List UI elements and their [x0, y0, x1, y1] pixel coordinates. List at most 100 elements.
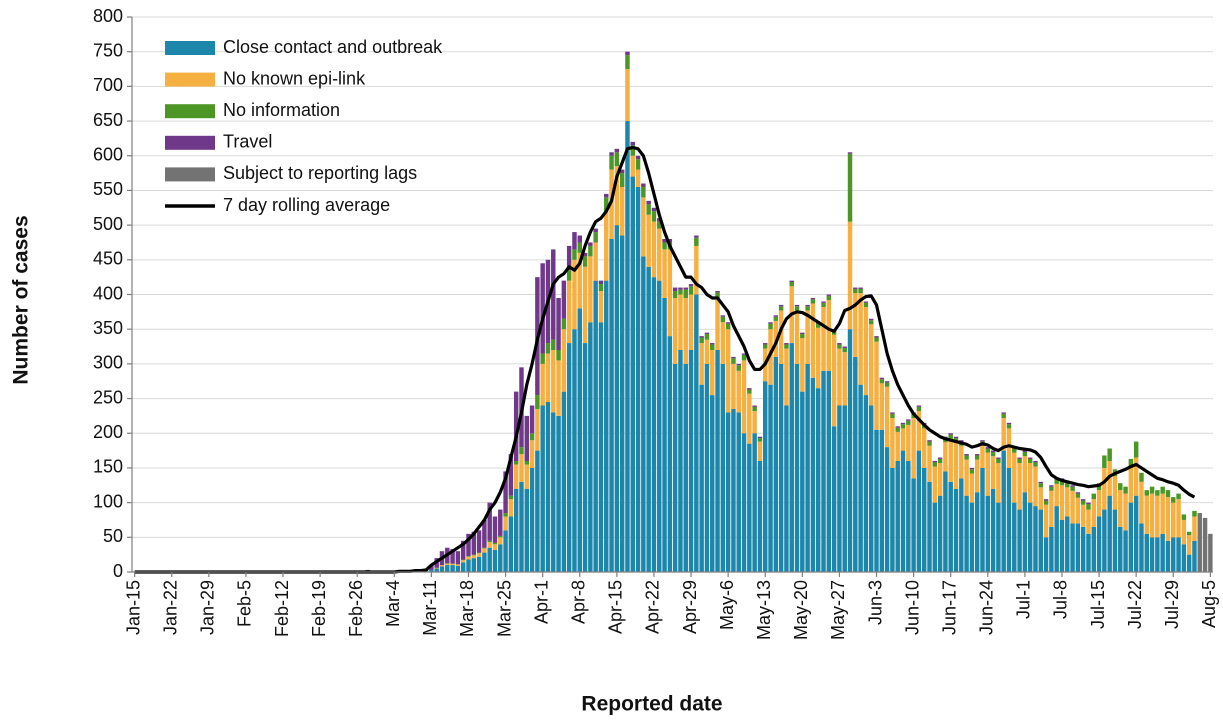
bar-segment [778, 310, 784, 364]
bar-segment [625, 55, 630, 70]
bar-segment [593, 280, 598, 572]
bar-segment [529, 440, 535, 468]
y-tick-label: 550 [93, 179, 123, 199]
bar-segment [847, 221, 853, 330]
bar-segment [763, 381, 768, 572]
bar-segment [1192, 540, 1197, 572]
bar-segment [937, 458, 943, 464]
bar-segment [699, 336, 704, 338]
bar-segment [1001, 417, 1006, 451]
bar-segment [1186, 535, 1192, 555]
bar-segment [916, 406, 922, 412]
bar-segment [535, 450, 540, 572]
bar-segment [513, 488, 519, 572]
bar-segment [784, 405, 789, 572]
bar-segment [725, 412, 731, 572]
bar-segment [747, 389, 752, 394]
bar-segment [556, 297, 561, 350]
bar-segment [482, 519, 487, 548]
bar-segment [821, 306, 826, 371]
bar-segment [1006, 422, 1012, 425]
bar-segment [1096, 516, 1102, 572]
bar-segment [476, 556, 482, 572]
bar-segment [831, 426, 837, 572]
bar-segment [704, 334, 710, 340]
legend-swatch [165, 72, 215, 87]
bar-segment [837, 348, 842, 406]
bar-segment [937, 463, 943, 496]
bar-segment [858, 384, 863, 572]
bar-segment [540, 263, 545, 354]
bar-segment [741, 360, 747, 434]
bar-segment [996, 458, 1001, 464]
bar-segment [1144, 533, 1149, 572]
bar-segment [556, 360, 561, 416]
bar-segment [1027, 457, 1033, 459]
bar-segment [646, 266, 651, 572]
bar-segment [932, 502, 938, 572]
bar-segment [561, 329, 567, 392]
bar-segment [487, 540, 492, 543]
bar-segment [508, 499, 514, 517]
bar-segment [959, 445, 964, 479]
bar-segment [662, 297, 667, 572]
bar-segment [614, 148, 620, 153]
bar-segment [540, 405, 545, 572]
bar-segment [974, 492, 980, 572]
bar-segment [747, 388, 752, 390]
y-axis-title: Number of cases [10, 215, 33, 384]
bar-segment [810, 297, 816, 300]
bar-segment [890, 412, 895, 414]
bar-segment [667, 249, 673, 337]
bar-segment [434, 568, 439, 572]
bar-segment [969, 473, 975, 503]
bar-segment [916, 405, 922, 407]
x-tick-label: May-13 [754, 580, 774, 640]
bar-segment [1054, 479, 1059, 484]
bar-segment [879, 377, 885, 380]
bar-segment [635, 155, 641, 160]
x-tick-label: Jun-10 [902, 580, 922, 635]
bar-segment [672, 363, 678, 572]
y-tick-label: 800 [93, 6, 123, 26]
bar-segment [863, 306, 869, 396]
bar-segment [1165, 490, 1171, 498]
bar-segment [800, 334, 805, 339]
bar-segment [805, 310, 810, 364]
bar-segment [1059, 485, 1065, 520]
x-tick-label: Jun-24 [977, 580, 997, 635]
bar-segment [630, 145, 635, 156]
x-tick-label: Jun-17 [939, 580, 959, 635]
bar-segment [1017, 458, 1022, 464]
bar-segment [784, 344, 789, 349]
bar-segment [625, 69, 630, 122]
bar-segment [1149, 486, 1155, 494]
bar-segment [699, 384, 704, 572]
bar-segment [551, 350, 556, 413]
bar-segment [794, 304, 800, 307]
bar-segment [847, 153, 853, 222]
bar-segment [572, 249, 577, 260]
bar-segment [890, 413, 895, 418]
bar-segment [868, 405, 874, 572]
bar-segment [736, 370, 741, 413]
bar-segment [800, 338, 805, 392]
bar-segment [577, 308, 582, 572]
bar-segment [757, 461, 763, 572]
bar-segment [503, 530, 508, 572]
y-tick-label: 650 [93, 110, 123, 130]
bar-segment [487, 502, 492, 541]
bar-segment [556, 350, 561, 361]
bar-segment [959, 440, 964, 442]
bar-segment [577, 242, 582, 253]
bar-segment [773, 316, 779, 321]
bar-segment [1160, 533, 1165, 572]
y-tick-label: 350 [93, 318, 123, 338]
bar-segment [868, 320, 874, 325]
bar-segment [561, 391, 567, 572]
bar-segment [1112, 509, 1118, 572]
bar-segment [519, 447, 524, 455]
bar-segment [699, 343, 704, 385]
bar-segment [752, 405, 757, 407]
bar-segment [450, 549, 455, 564]
